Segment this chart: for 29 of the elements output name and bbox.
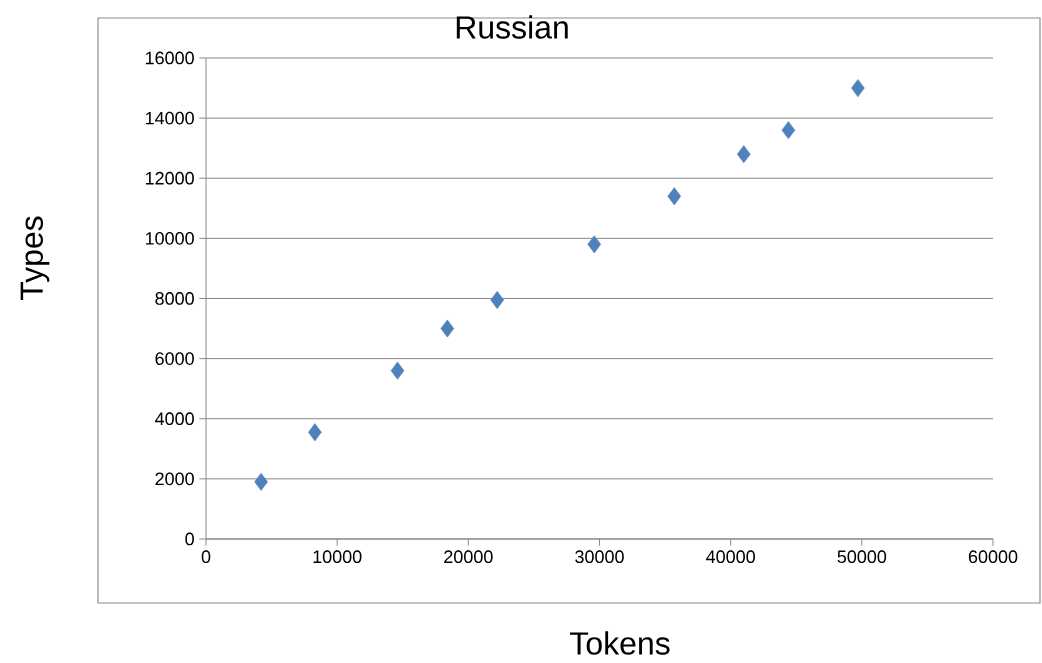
x-tick-label: 50000 <box>837 550 887 564</box>
y-tick-label: 14000 <box>145 111 194 125</box>
chart-title: Russian <box>456 15 568 39</box>
y-tick-label: 2000 <box>155 472 194 486</box>
x-tick-label: 0 <box>201 550 211 564</box>
point <box>667 187 682 206</box>
x-tick-label: 30000 <box>575 550 624 564</box>
point <box>390 361 405 380</box>
point <box>737 145 751 164</box>
point <box>308 423 322 442</box>
x-axis-title: Tokens <box>570 631 670 655</box>
y-tick-label: 6000 <box>155 352 194 365</box>
y-tick-label: 0 <box>185 532 194 546</box>
x-tick-label: 20000 <box>444 550 493 564</box>
x-tick-label: 10000 <box>313 550 362 564</box>
point <box>254 472 268 491</box>
y-tick-label: 10000 <box>145 231 194 245</box>
y-axis-title: Types <box>20 216 50 300</box>
point <box>587 235 602 254</box>
y-tick-label: 12000 <box>145 171 194 185</box>
y-tick-label: 4000 <box>155 412 194 426</box>
point <box>851 79 865 97</box>
point <box>781 121 796 140</box>
y-tick-label: 16000 <box>145 51 194 65</box>
point <box>440 319 455 338</box>
x-tick-label: 60000 <box>968 550 1018 564</box>
y-tick-label: 8000 <box>155 292 194 305</box>
x-tick-label: 40000 <box>706 550 755 564</box>
point <box>490 291 504 309</box>
